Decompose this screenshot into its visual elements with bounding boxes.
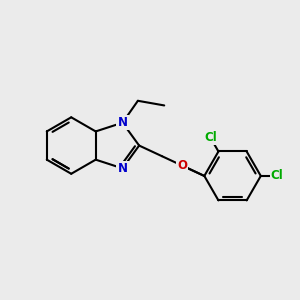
Text: N: N bbox=[118, 116, 128, 129]
Text: O: O bbox=[177, 159, 187, 172]
Text: Cl: Cl bbox=[271, 169, 284, 182]
Text: N: N bbox=[118, 162, 128, 175]
Text: Cl: Cl bbox=[204, 131, 217, 144]
